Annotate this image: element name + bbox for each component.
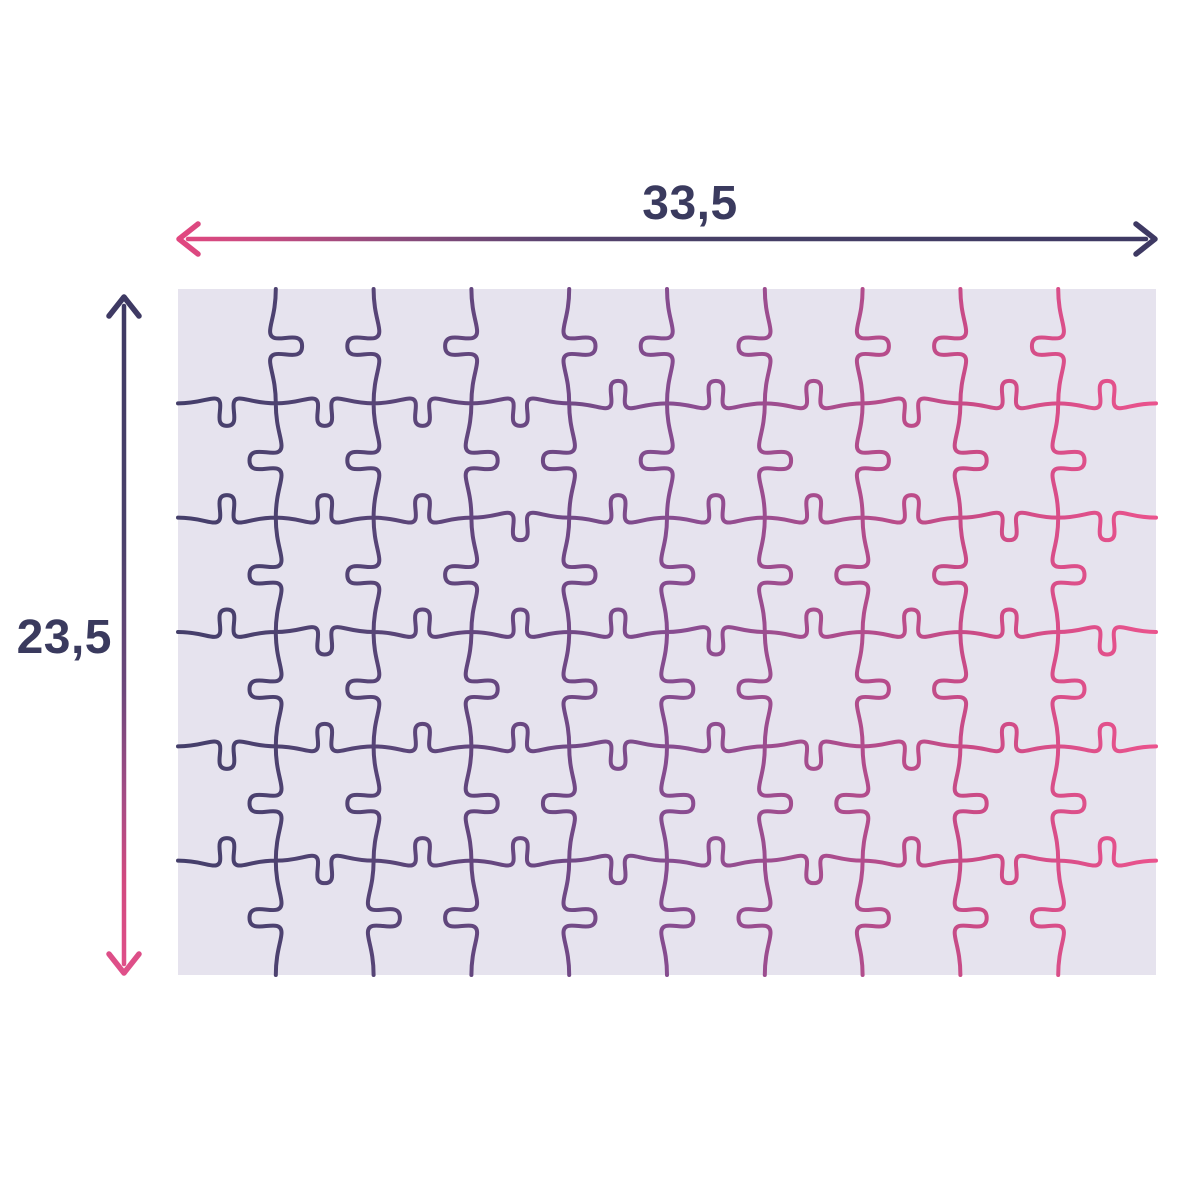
width-dimension-arrow (176, 221, 1158, 257)
arrowhead-down-icon (106, 951, 142, 976)
arrowhead-right-icon (1133, 221, 1158, 257)
arrowhead-left-icon (176, 221, 201, 257)
width-dimension-label: 33,5 (642, 177, 738, 230)
puzzle-outline-path (176, 287, 1158, 977)
arrowhead-up-icon (106, 294, 142, 319)
height-dimension-arrow (106, 294, 142, 976)
height-dimension-label: 23,5 (16, 611, 112, 664)
puzzle-piece-outlines (176, 287, 1158, 977)
